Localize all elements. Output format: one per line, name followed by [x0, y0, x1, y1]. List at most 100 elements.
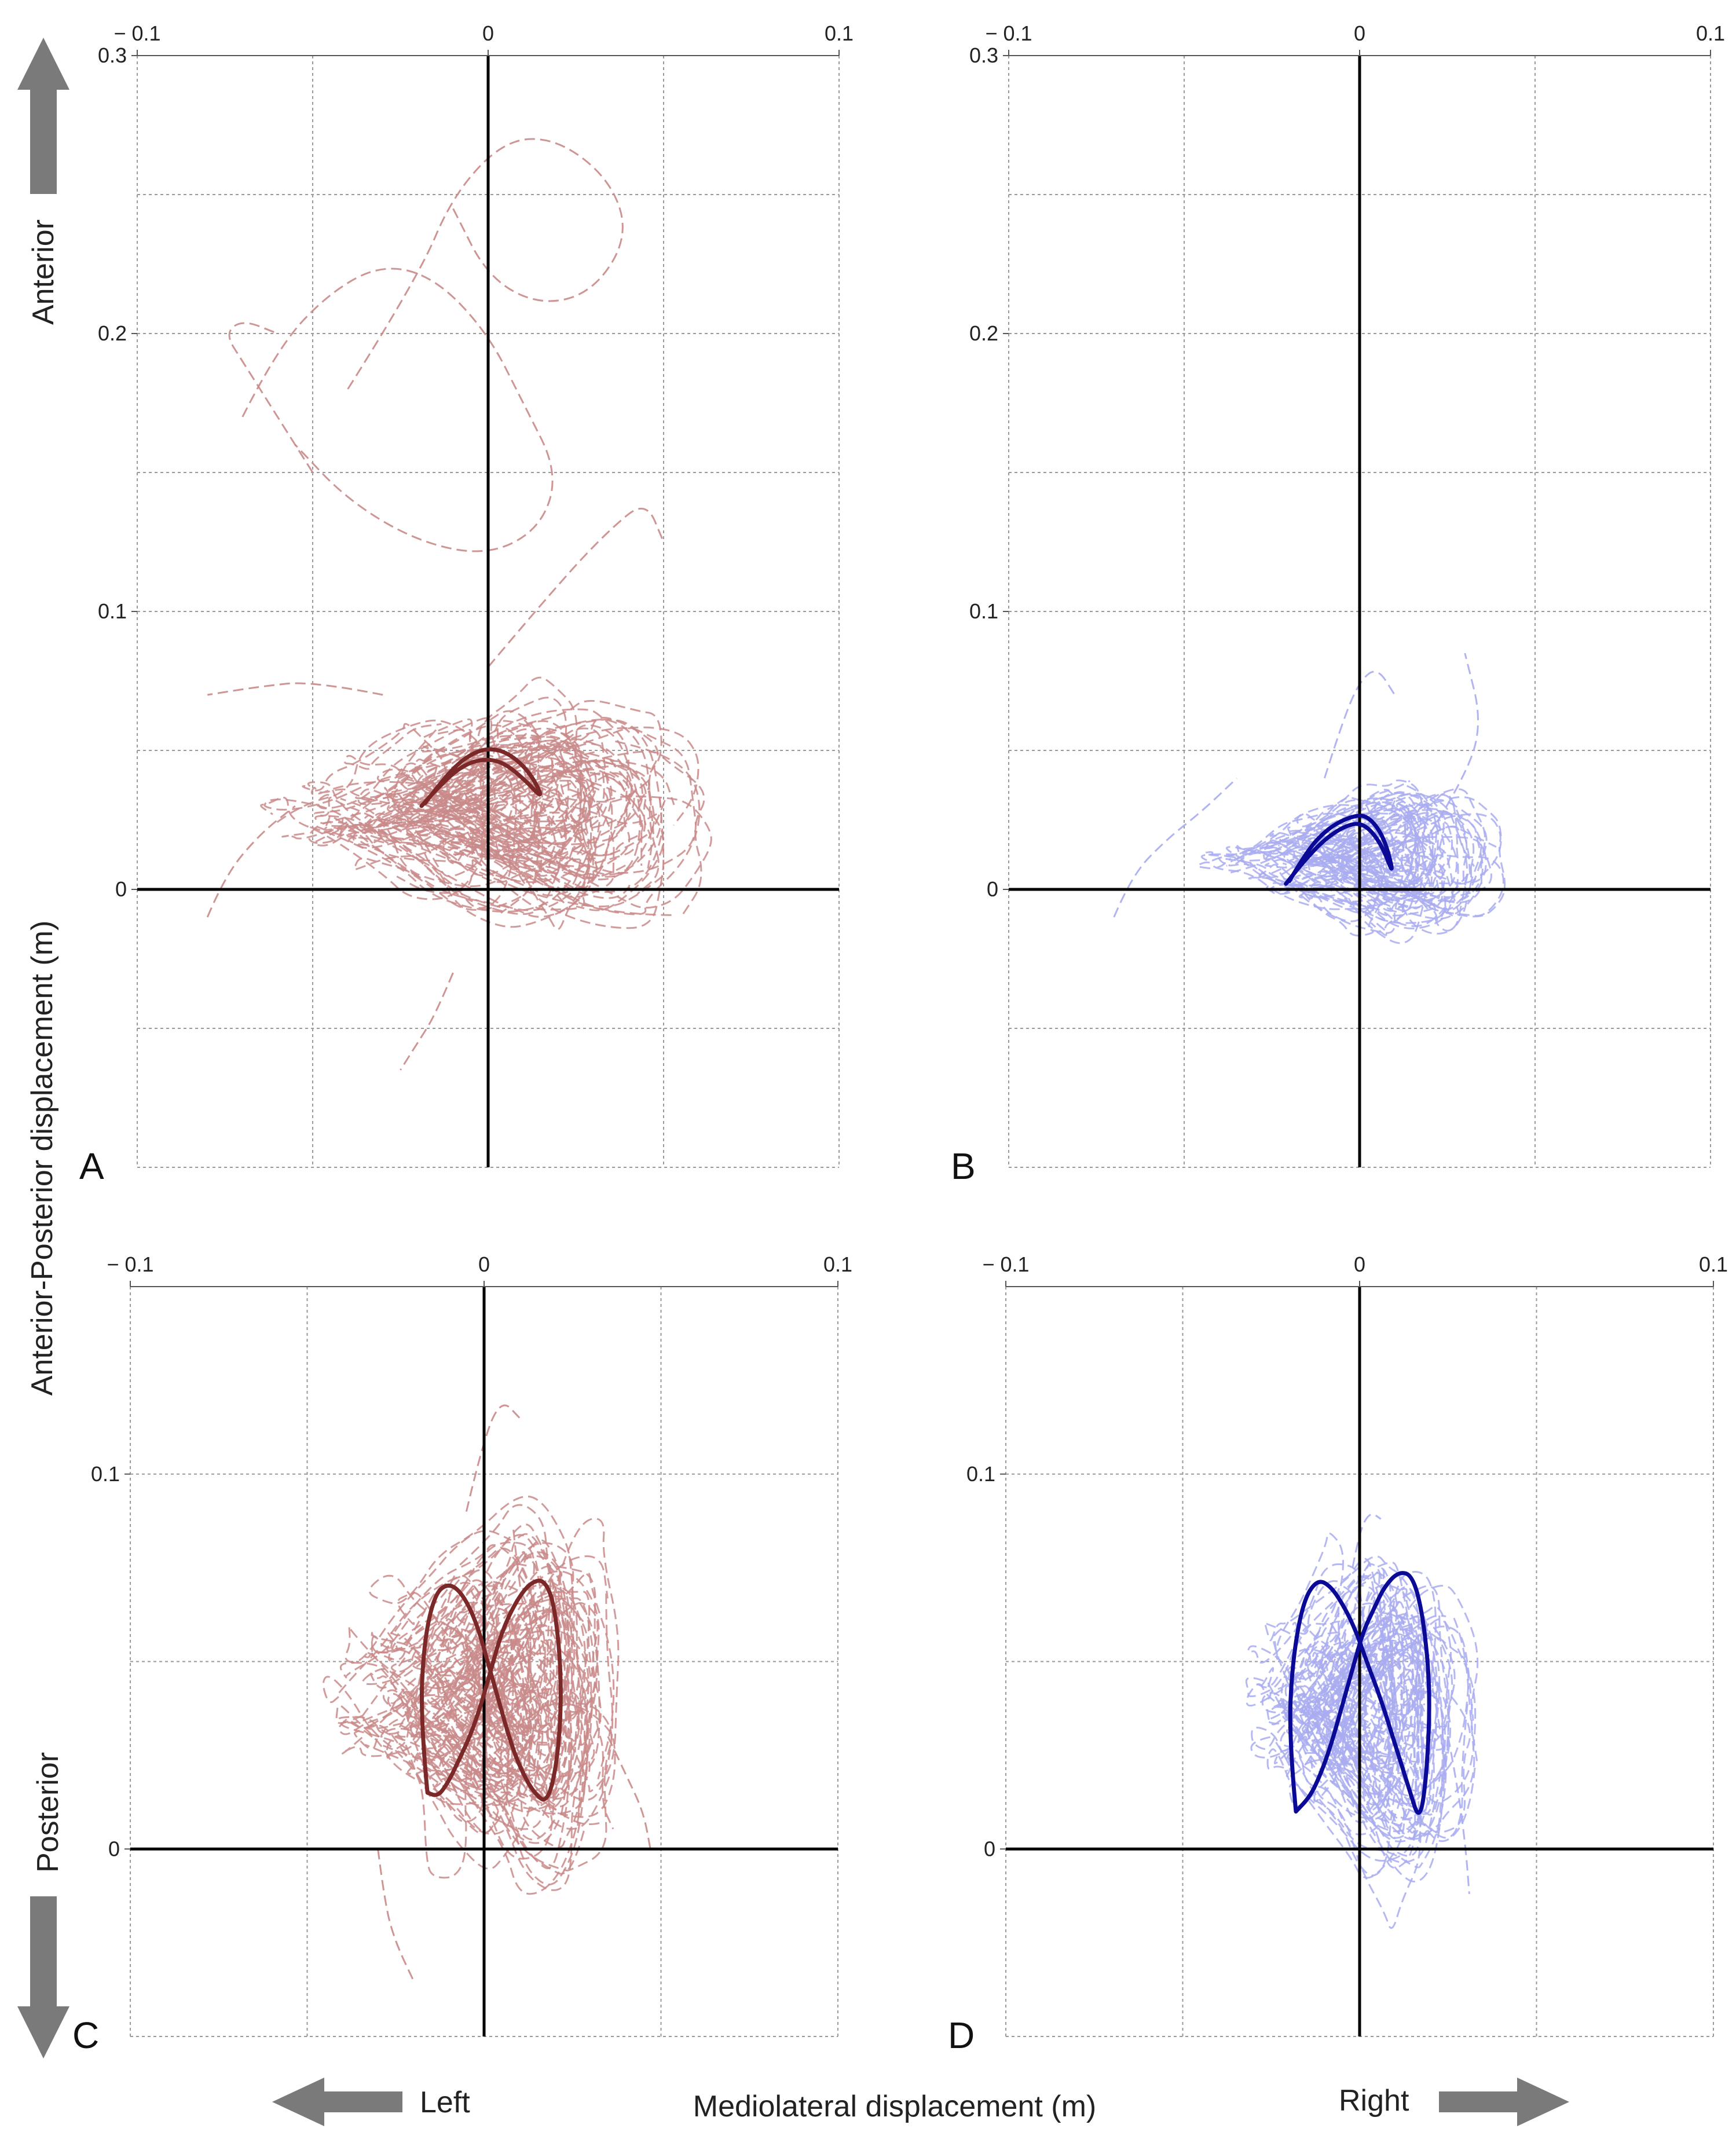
- y-tick-label: 0.2: [969, 321, 998, 345]
- trial-trace: [1287, 797, 1413, 860]
- trial-trace: [452, 1607, 580, 1757]
- trial-trace-loop-2: [347, 138, 624, 390]
- x-tick-label: 0.1: [825, 21, 854, 45]
- x-tick-label: 0: [482, 21, 494, 45]
- trial-trace: [390, 1602, 563, 1728]
- trial-trace: [1295, 1626, 1453, 1748]
- trial-trace: [369, 1495, 575, 1695]
- trial-trace: [1284, 1618, 1414, 1764]
- trial-trace: [407, 776, 563, 868]
- trial-trace: [1341, 1617, 1416, 1840]
- trial-trace: [348, 760, 591, 928]
- trial-trace: [462, 1597, 595, 1721]
- trial-trace: [1290, 840, 1454, 929]
- trial-trace: [401, 727, 697, 874]
- x-tick-label: 0: [1354, 1252, 1365, 1276]
- trial-trace: [423, 1624, 584, 1895]
- trial-trace: [459, 1680, 561, 1793]
- trial-trace: [1246, 1641, 1426, 1760]
- trial-trace: [424, 739, 599, 891]
- trial-trace: [324, 749, 484, 894]
- trial-trace: [405, 735, 594, 842]
- trial-trace: [1269, 791, 1445, 886]
- trial-trace: [335, 1602, 528, 1835]
- trial-trace: [464, 1539, 573, 1746]
- trial-trace: [313, 800, 585, 884]
- trial-trace: [363, 1581, 536, 1739]
- trial-trace: [1269, 797, 1374, 890]
- trial-trace: [353, 1594, 540, 1870]
- trial-trace: [426, 1565, 600, 1778]
- anterior-arrow-icon: [17, 38, 69, 194]
- trial-trace-tail-low: [206, 805, 296, 918]
- trial-trace: [1343, 793, 1437, 900]
- trial-trace: [387, 757, 544, 858]
- trial-trace: [447, 1533, 552, 1737]
- trial-trace: [406, 1690, 563, 1830]
- trial-trace: [1298, 1641, 1444, 1863]
- trial-trace: [442, 788, 615, 898]
- right-arrow-icon: [1439, 2078, 1569, 2126]
- trial-trace: [340, 1702, 544, 1807]
- trial-trace: [383, 760, 666, 878]
- trial-trace: [1245, 1576, 1405, 1813]
- trial-trace: [1255, 1621, 1342, 1756]
- trial-trace: [422, 699, 662, 803]
- trial-trace: [387, 1569, 510, 1836]
- trial-trace: [1273, 1671, 1398, 1836]
- trial-trace: [1317, 1685, 1471, 1833]
- panel-letter: B: [951, 1145, 976, 1187]
- y-tick-label: 0: [115, 877, 127, 901]
- trial-trace: [1248, 839, 1413, 903]
- x-tick-label: − 0.1: [107, 1252, 153, 1276]
- mean-trajectory: [419, 1578, 563, 1801]
- trial-trace: [1279, 1617, 1450, 1797]
- trial-trace: [1319, 838, 1415, 936]
- y-tick-label: 0.1: [91, 1462, 120, 1486]
- y-tick-label: 0: [984, 1837, 995, 1860]
- trial-trace: [1335, 1618, 1477, 1803]
- right-label: Right: [1339, 2084, 1409, 2118]
- trial-trace: [401, 1688, 595, 1788]
- trial-trace: [281, 761, 589, 913]
- trial-trace: [1291, 812, 1407, 875]
- trial-trace: [449, 1572, 615, 1830]
- trial-trace: [1218, 832, 1349, 889]
- trial-trace: [406, 740, 701, 915]
- trial-trace-loop-1: [241, 268, 554, 552]
- trial-trace: [260, 719, 485, 900]
- trial-trace: [1324, 1591, 1406, 1803]
- trial-trace: [362, 743, 613, 896]
- trial-trace: [355, 745, 643, 857]
- y-tick-label: 0.3: [969, 43, 998, 67]
- trial-trace: [1298, 851, 1389, 937]
- trial-trace: [437, 1611, 537, 1768]
- trial-trace: [310, 739, 597, 841]
- trial-trace: [1313, 1668, 1422, 1929]
- trial-trace: [1301, 816, 1458, 903]
- trial-trace: [1306, 789, 1411, 873]
- trial-trace: [383, 760, 653, 879]
- x-tick-label: − 0.1: [113, 21, 160, 45]
- y-tick-label: 0: [108, 1837, 120, 1860]
- panel-c: − 0.1 0 0.1 0 0.1 C: [72, 1252, 852, 2056]
- trial-trace: [314, 724, 544, 914]
- trial-trace: [1337, 1571, 1437, 1815]
- y-axis-title: Anterior-Posterior displacement (m): [25, 921, 59, 1396]
- trial-trace: [369, 1610, 514, 1745]
- trial-trace: [387, 719, 662, 893]
- trial-trace: [419, 1697, 531, 1806]
- x-tick-label: 0: [478, 1252, 490, 1276]
- trial-trace: [1292, 1558, 1386, 1687]
- trial-trace-tail-up: [1323, 671, 1396, 779]
- trial-trace: [436, 1587, 555, 1798]
- trial-trace: [484, 1639, 572, 1800]
- trial-trace-tail-right: [607, 1736, 651, 1849]
- trial-trace: [308, 753, 540, 911]
- trial-trace-tail-low-left: [377, 1849, 415, 1981]
- trial-trace: [371, 1534, 570, 1746]
- trial-trace: [413, 1629, 591, 1800]
- trial-trace: [1339, 788, 1486, 904]
- trial-trace-tail-top: [1352, 1513, 1382, 1568]
